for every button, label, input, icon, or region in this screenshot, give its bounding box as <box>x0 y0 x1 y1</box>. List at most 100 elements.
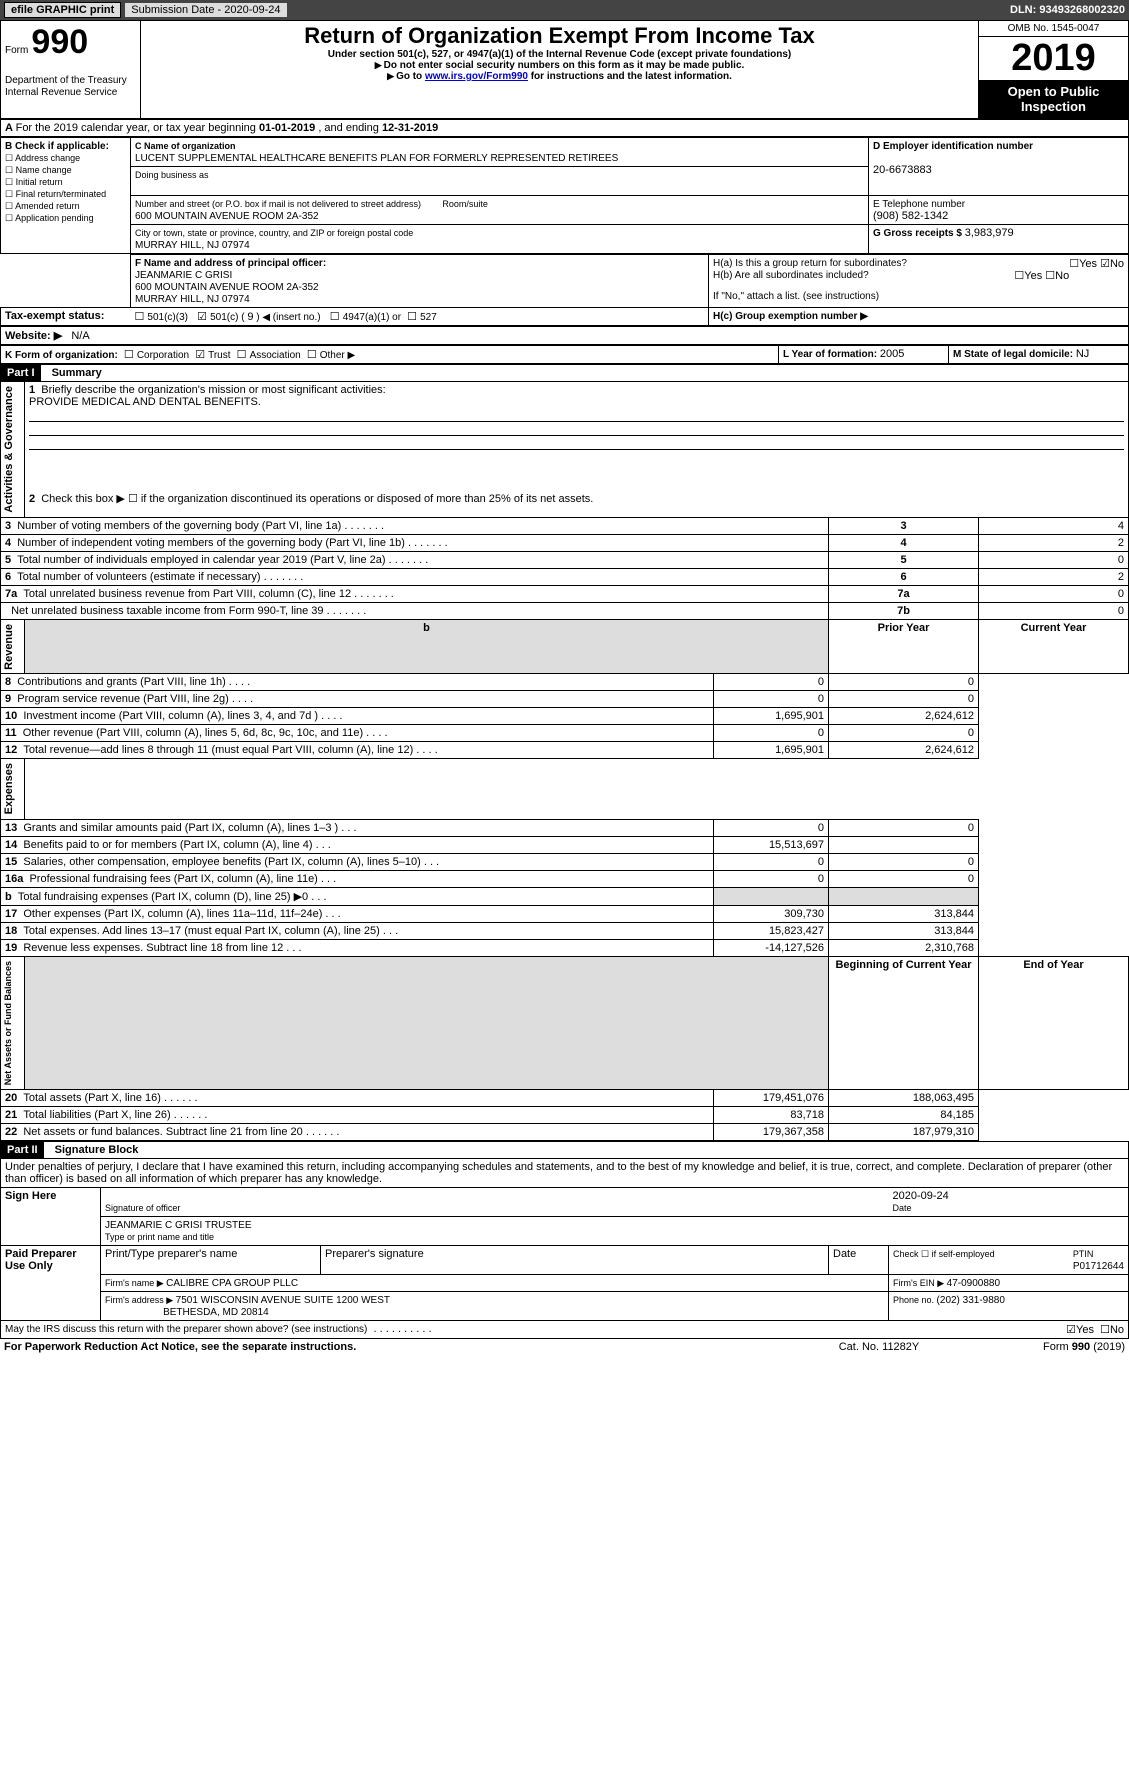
omb-number: OMB No. 1545-0047 <box>979 21 1128 37</box>
i-4947[interactable]: 4947(a)(1) or <box>343 312 401 323</box>
discuss-no[interactable]: No <box>1110 1324 1124 1336</box>
b-opt-2[interactable]: ☐ Initial return <box>5 177 63 187</box>
goto-suffix: for instructions and the latest informat… <box>528 71 732 82</box>
k-label: K Form of organization: <box>5 350 118 361</box>
mission: PROVIDE MEDICAL AND DENTAL BENEFITS. <box>29 396 261 408</box>
col-prior: Prior Year <box>829 619 979 674</box>
gross-receipts: 3,983,979 <box>965 227 1014 239</box>
submission-date-value: 2020-09-24 <box>224 4 280 16</box>
b-opt-4[interactable]: ☐ Amended return <box>5 201 80 211</box>
part2-name: Signature Block <box>47 1144 139 1156</box>
discuss-yes[interactable]: Yes <box>1076 1324 1094 1336</box>
org-name: LUCENT SUPPLEMENTAL HEALTHCARE BENEFITS … <box>135 153 618 164</box>
i-501c3[interactable]: 501(c)(3) <box>147 312 188 323</box>
check-self[interactable]: Check ☐ if self-employed <box>893 1249 995 1259</box>
firm-city: BETHESDA, MD 20814 <box>163 1307 269 1318</box>
open-inspection: Open to Public Inspection <box>979 80 1128 118</box>
org-city: MURRAY HILL, NJ 07974 <box>135 240 250 251</box>
efile-print-button[interactable]: efile GRAPHIC print <box>4 2 121 18</box>
discuss: May the IRS discuss this return with the… <box>5 1324 367 1335</box>
org-address: 600 MOUNTAIN AVENUE ROOM 2A-352 <box>135 211 319 222</box>
i-501c-close: ) ◀ (insert no.) <box>253 312 320 323</box>
ein: 20-6673883 <box>873 164 932 176</box>
firm-addr: 7501 WISCONSIN AVENUE SUITE 1200 WEST <box>176 1295 390 1306</box>
dln: DLN: 93493268002320 <box>1010 4 1125 16</box>
perjury: Under penalties of perjury, I declare th… <box>1 1159 1129 1188</box>
officer-name: JEANMARIE C GRISI <box>135 270 232 281</box>
q1-label: Briefly describe the organization's miss… <box>41 384 385 396</box>
m-value: NJ <box>1076 348 1089 360</box>
part1-title: Part I <box>1 365 41 381</box>
form-label: Form <box>5 45 28 56</box>
ptin-label: PTIN <box>1073 1249 1094 1259</box>
firm-addr-label: Firm's address ▶ <box>105 1295 176 1305</box>
b-opt-0[interactable]: ☐ Address change <box>5 153 80 163</box>
a-mid: , and ending <box>318 122 382 134</box>
hc-label: H(c) Group exemption number ▶ <box>713 311 868 322</box>
b-label: B Check if applicable: <box>5 141 109 152</box>
b-opt-5[interactable]: ☐ Application pending <box>5 213 94 223</box>
room-label: Room/suite <box>442 199 488 209</box>
sig-date-val: 2020-09-24 <box>893 1190 949 1202</box>
website: N/A <box>71 330 89 342</box>
firm-name-label: Firm's name ▶ <box>105 1278 166 1288</box>
ha-yes[interactable]: Yes <box>1079 258 1097 270</box>
col-current: Current Year <box>979 619 1129 674</box>
prep-name-label: Print/Type preparer's name <box>101 1246 321 1275</box>
sig-officer-label: Signature of officer <box>105 1203 180 1213</box>
e-label: E Telephone number <box>873 199 965 210</box>
section-b: B Check if applicable: ☐ Address change … <box>1 138 131 254</box>
city-label: City or town, state or province, country… <box>135 228 413 238</box>
b-opt-3[interactable]: ☐ Final return/terminated <box>5 189 106 199</box>
hb-note: If "No," attach a list. (see instruction… <box>713 291 879 302</box>
col-boy: Beginning of Current Year <box>829 956 979 1089</box>
a-begin: 01-01-2019 <box>259 122 315 134</box>
part2-title: Part II <box>1 1142 44 1158</box>
rev-blank: b <box>25 619 829 674</box>
form-note1: Do not enter social security numbers on … <box>145 60 974 71</box>
irs-label: Internal Revenue Service <box>5 87 117 98</box>
firm-ein: 47-0900880 <box>947 1278 1000 1289</box>
f-label: F Name and address of principal officer: <box>135 258 326 269</box>
hb-yes[interactable]: Yes <box>1024 270 1042 282</box>
hb-no[interactable]: No <box>1055 270 1069 282</box>
formno: 990 <box>1072 1341 1090 1353</box>
irs-link[interactable]: www.irs.gov/Form990 <box>425 71 528 82</box>
l-label: L Year of formation: <box>783 349 880 360</box>
paid-preparer: Paid Preparer Use Only <box>1 1246 101 1321</box>
a-text: For the 2019 calendar year, or tax year … <box>16 122 259 134</box>
dba-label: Doing business as <box>135 170 209 180</box>
ha-no[interactable]: No <box>1110 258 1124 270</box>
k-trust[interactable]: Trust <box>208 350 230 361</box>
i-527[interactable]: 527 <box>420 312 437 323</box>
form-title: Return of Organization Exempt From Incom… <box>145 23 974 49</box>
b-opt-1[interactable]: ☐ Name change <box>5 165 72 175</box>
sign-here: Sign Here <box>1 1188 101 1246</box>
form-number: 990 <box>31 23 88 61</box>
addr-label: Number and street (or P.O. box if mail i… <box>135 199 421 209</box>
section-a: A For the 2019 calendar year, or tax yea… <box>1 120 1129 137</box>
k-assoc[interactable]: Association <box>250 350 301 361</box>
k-other[interactable]: Other ▶ <box>320 350 355 361</box>
hb-label: H(b) Are all subordinates included? <box>713 270 869 281</box>
side-revenue: Revenue <box>1 620 17 674</box>
firm-phone-label: Phone no. <box>893 1295 937 1305</box>
m-label: M State of legal domicile: <box>953 349 1076 360</box>
ha-label: H(a) Is this a group return for subordin… <box>713 258 907 269</box>
col-eoy: End of Year <box>979 956 1129 1089</box>
sig-date-label: Date <box>893 1203 912 1213</box>
d-label: D Employer identification number <box>873 141 1033 152</box>
officer-typed: JEANMARIE C GRISI TRUSTEE <box>105 1220 252 1231</box>
topbar: efile GRAPHIC print Submission Date - 20… <box>0 0 1129 20</box>
submission-date-label: Submission Date - <box>131 4 224 16</box>
i-label: Tax-exempt status: <box>1 308 131 326</box>
dept-treasury: Department of the Treasury <box>5 75 127 86</box>
goto-prefix: Go to <box>387 71 425 82</box>
phone: (908) 582-1342 <box>873 210 948 222</box>
k-corp[interactable]: Corporation <box>137 350 189 361</box>
header-table: Form 990 Department of the Treasury Inte… <box>0 20 1129 119</box>
prep-date-label: Date <box>829 1246 889 1275</box>
tax-year: 2019 <box>979 37 1128 80</box>
q2: Check this box ▶ ☐ if the organization d… <box>41 493 593 505</box>
ptin: P01712644 <box>1073 1261 1124 1272</box>
